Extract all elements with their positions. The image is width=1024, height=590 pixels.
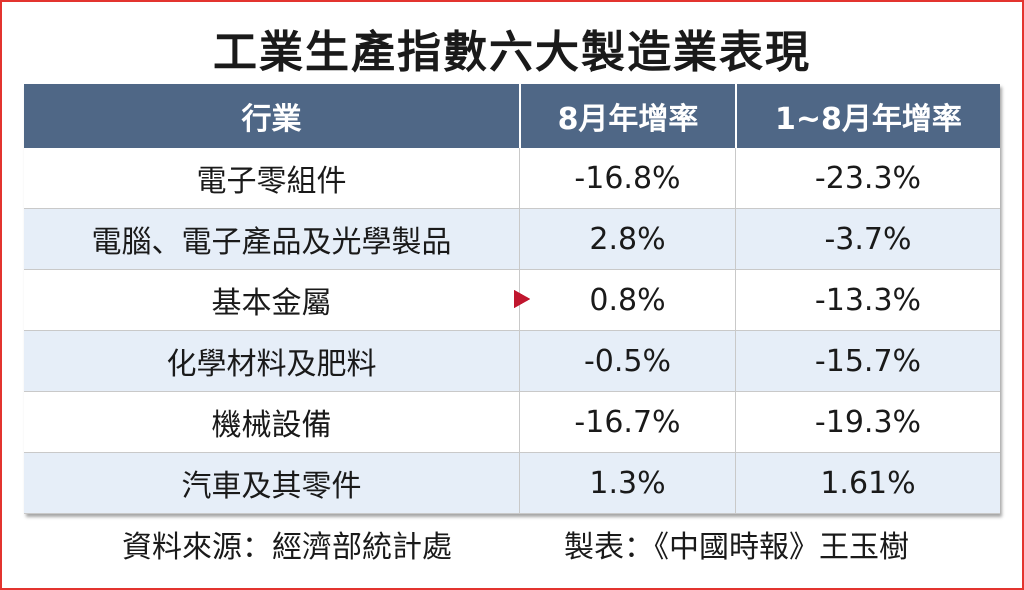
header-aug-yoy: 8月年增率: [519, 84, 735, 148]
table-row: 電腦、電子產品及光學製品 2.8% -3.7%: [24, 209, 1000, 308]
ytd-yoy-value: -3.7%: [735, 209, 1000, 269]
maker-credit: 製表：《中國時報》王玉樹: [564, 530, 909, 565]
triangle-right-icon: [514, 290, 530, 308]
industry-name: 基本金屬: [211, 286, 332, 321]
aug-yoy-value: -0.5%: [519, 331, 735, 391]
ytd-yoy-value: -23.3%: [735, 148, 1000, 208]
table-row: 化學材料及肥料 -0.5% -15.7%: [24, 290, 1000, 392]
ytd-yoy-value: 1.61%: [735, 453, 1000, 513]
ytd-yoy-value: -13.3%: [735, 270, 1000, 330]
industry-table: 行業 8月年增率 1~8月年增率 電子零組件 -16.8% -23.3% 電腦、…: [24, 84, 1000, 514]
aug-yoy-value: 0.8%: [519, 270, 735, 330]
table-row: 基本金屬 0.8% -13.3%: [24, 270, 1000, 331]
source-note: 資料來源：經濟部統計處: [122, 530, 452, 565]
industry-name: 汽車及其零件: [181, 469, 362, 504]
industry-name: 電腦、電子產品及光學製品: [91, 225, 452, 260]
table-row: 機械設備 -16.7% -19.3%: [24, 290, 1000, 453]
ytd-yoy-value: -19.3%: [735, 392, 1000, 452]
table-row: 汽車及其零件 1.3% 1.61%: [24, 290, 1000, 514]
aug-yoy-value: 2.8%: [519, 209, 735, 269]
aug-yoy-value: -16.8%: [519, 148, 735, 208]
table-header-row: 行業 8月年增率 1~8月年增率: [24, 84, 1000, 148]
ytd-yoy-value: -15.7%: [735, 331, 1000, 391]
page-title: 工業生產指數六大製造業表現: [213, 27, 811, 78]
table-row: 電子零組件 -16.8% -23.3%: [24, 148, 1000, 308]
aug-yoy-value: 1.3%: [519, 453, 735, 513]
header-jan-aug-yoy: 1~8月年增率: [735, 84, 1000, 148]
industry-name: 機械設備: [211, 408, 332, 443]
aug-yoy-value: -16.7%: [519, 392, 735, 452]
header-industry: 行業: [241, 102, 302, 137]
industry-name: 電子零組件: [196, 164, 347, 199]
industry-name: 化學材料及肥料: [166, 347, 377, 382]
